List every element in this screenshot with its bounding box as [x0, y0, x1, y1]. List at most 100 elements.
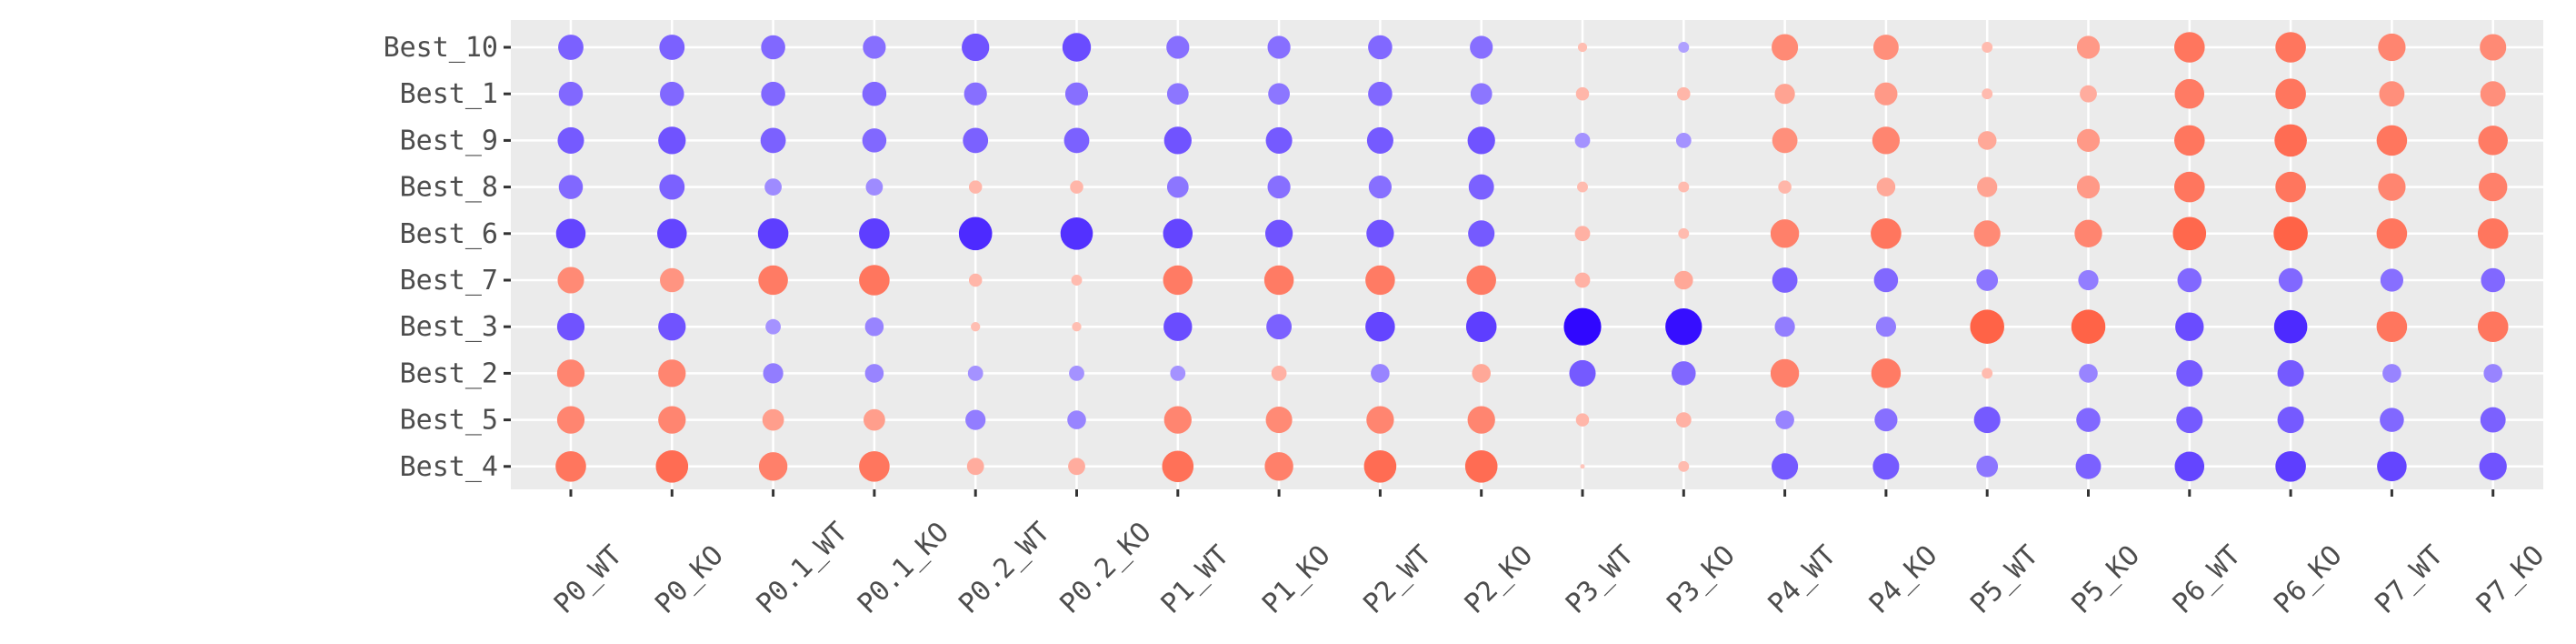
dot-Best_9-P0.1_WT — [760, 127, 786, 154]
x-tick-label: P5_WT — [1964, 539, 2045, 620]
dot-Best_9-P7_WT — [2376, 125, 2408, 156]
dot-Best_5-P0.2_KO — [1067, 410, 1086, 429]
dot-Best_10-P1_WT — [1166, 35, 1190, 59]
x-tick-label: P7_WT — [2369, 539, 2450, 620]
x-tick-label: P0.1_WT — [751, 517, 854, 620]
dot-Best_9-P2_KO — [1467, 126, 1495, 155]
dot-Best_7-P0.2_WT — [968, 273, 983, 287]
dot-Best_2-P3_KO — [1672, 361, 1696, 386]
dot-Best_2-P1_WT — [1170, 366, 1186, 381]
dot-Best_2-P7_KO — [2483, 364, 2502, 383]
dot-Best_7-P3_KO — [1674, 270, 1693, 290]
dot-Best_2-P0.2_KO — [1069, 366, 1084, 381]
dot-Best_6-P0.2_KO — [1060, 216, 1093, 250]
dot-Best_8-P3_WT — [1577, 181, 1588, 193]
dot-Best_1-P1_KO — [1268, 83, 1290, 106]
dot-Best_2-P2_WT — [1371, 364, 1390, 383]
dot-Best_4-P2_KO — [1464, 449, 1498, 483]
dot-Best_9-P3_WT — [1574, 133, 1591, 148]
dot-Best_10-P0.2_KO — [1062, 33, 1092, 62]
dot-Best_9-P6_WT — [2174, 125, 2205, 156]
x-tick-label: P4_KO — [1863, 539, 1944, 620]
dot-Best_2-P1_KO — [1271, 366, 1287, 381]
dot-Best_7-P0_KO — [660, 267, 684, 293]
dot-Best_5-P0.1_KO — [864, 408, 885, 431]
dot-Best_6-P7_KO — [2477, 217, 2509, 249]
x-tick-label: P7_KO — [2471, 539, 2551, 620]
dot-Best_10-P2_KO — [1470, 35, 1493, 59]
dot-Best_6-P5_KO — [2074, 219, 2102, 247]
dot-Best_4-P0_KO — [655, 449, 689, 483]
dot-Best_1-P2_WT — [1368, 81, 1393, 106]
dot-Best_9-P5_KO — [2076, 128, 2101, 152]
dot-Best_8-P2_WT — [1368, 176, 1392, 199]
dot-Best_8-P0.1_WT — [764, 178, 782, 196]
dot-Best_8-P0_WT — [558, 175, 584, 199]
dot-Best_7-P0.1_WT — [758, 265, 788, 296]
dot-Best_1-P0.2_KO — [1064, 82, 1089, 106]
dot-Best_1-P2_KO — [1470, 83, 1493, 106]
dot-Best_5-P3_KO — [1675, 412, 1692, 428]
dot-Best_4-P3_KO — [1678, 460, 1690, 472]
dot-Best_6-P0_WT — [555, 218, 586, 249]
dot-Best_3-P0_KO — [658, 313, 686, 341]
dot-Best_9-P0.2_WT — [963, 127, 989, 154]
y-tick-label: Best_3 — [400, 311, 498, 343]
dot-Best_1-P3_KO — [1677, 86, 1691, 101]
dot-Best_6-P4_WT — [1770, 219, 1800, 248]
dot-Best_7-P2_WT — [1365, 265, 1395, 296]
dot-Best_5-P0.1_WT — [762, 408, 784, 431]
dot-Best_9-P7_KO — [2478, 126, 2508, 156]
dot-Best_10-P0.1_KO — [863, 35, 886, 59]
dot-Best_8-P4_WT — [1778, 180, 1792, 194]
dot-Best_3-P3_WT — [1563, 307, 1602, 346]
dot-Best_1-P4_KO — [1874, 82, 1898, 106]
dot-Best_7-P0.1_KO — [859, 265, 890, 296]
x-tick-label: P2_WT — [1357, 539, 1438, 620]
dot-Best_9-P0_WT — [557, 126, 584, 154]
dot-Best_1-P3_WT — [1575, 86, 1590, 101]
plot-panel — [511, 20, 2543, 489]
dot-Best_4-P7_WT — [2377, 451, 2407, 482]
dot-Best_5-P2_WT — [1366, 406, 1394, 434]
dot-Best_10-P4_WT — [1772, 34, 1799, 61]
dot-Best_1-P0_WT — [558, 81, 584, 106]
dot-Best_3-P5_WT — [1970, 309, 2004, 344]
dot-Best_10-P0_WT — [558, 35, 584, 60]
dot-Best_5-P5_KO — [2076, 408, 2101, 432]
y-tick-label: Best_1 — [400, 78, 498, 110]
x-tick-label: P6_KO — [2268, 539, 2349, 620]
x-tick-label: P1_KO — [1256, 539, 1337, 620]
dot-Best_8-P1_KO — [1267, 176, 1291, 199]
dot-Best_3-P3_KO — [1665, 308, 1702, 346]
dot-Best_5-P4_KO — [1874, 408, 1898, 432]
dot-Best_1-P0_KO — [660, 81, 684, 106]
dot-Best_4-P4_KO — [1872, 453, 1900, 480]
dot-Best_5-P6_WT — [2176, 407, 2203, 434]
dot-Best_3-P0.2_KO — [1072, 322, 1082, 332]
dot-Best_9-P6_KO — [2274, 124, 2307, 157]
dot-Best_1-P5_WT — [1982, 88, 1993, 100]
dot-Best_5-P3_WT — [1575, 413, 1590, 427]
dot-Best_4-P0.1_WT — [758, 452, 788, 481]
dot-Best_5-P1_WT — [1163, 406, 1192, 434]
dot-Best_6-P6_WT — [2172, 216, 2207, 251]
dot-Best_1-P0.1_WT — [761, 81, 785, 106]
dot-Best_3-P0.2_WT — [971, 322, 981, 332]
x-tick-label: P0_KO — [649, 539, 730, 620]
dot-Best_5-P6_KO — [2277, 407, 2304, 434]
y-tick-label: Best_2 — [400, 357, 498, 389]
dot-Best_9-P5_WT — [1977, 131, 1997, 150]
dot-Best_4-P6_KO — [2275, 451, 2306, 482]
x-tick-label: P0.1_KO — [852, 517, 955, 620]
dot-Best_3-P2_WT — [1365, 311, 1395, 342]
y-tick-label: Best_10 — [384, 32, 498, 64]
dot-Best_10-P5_WT — [1982, 42, 1993, 53]
dot-Best_6-P6_KO — [2273, 216, 2308, 251]
dot-Best_6-P1_WT — [1163, 218, 1193, 249]
dot-Best_8-P0.2_WT — [968, 180, 983, 194]
dot-Best_2-P6_WT — [2176, 359, 2203, 387]
dot-Best_7-P6_WT — [2177, 267, 2202, 293]
dot-Best_1-P4_WT — [1774, 84, 1795, 105]
dot-Best_2-P2_KO — [1472, 364, 1491, 383]
